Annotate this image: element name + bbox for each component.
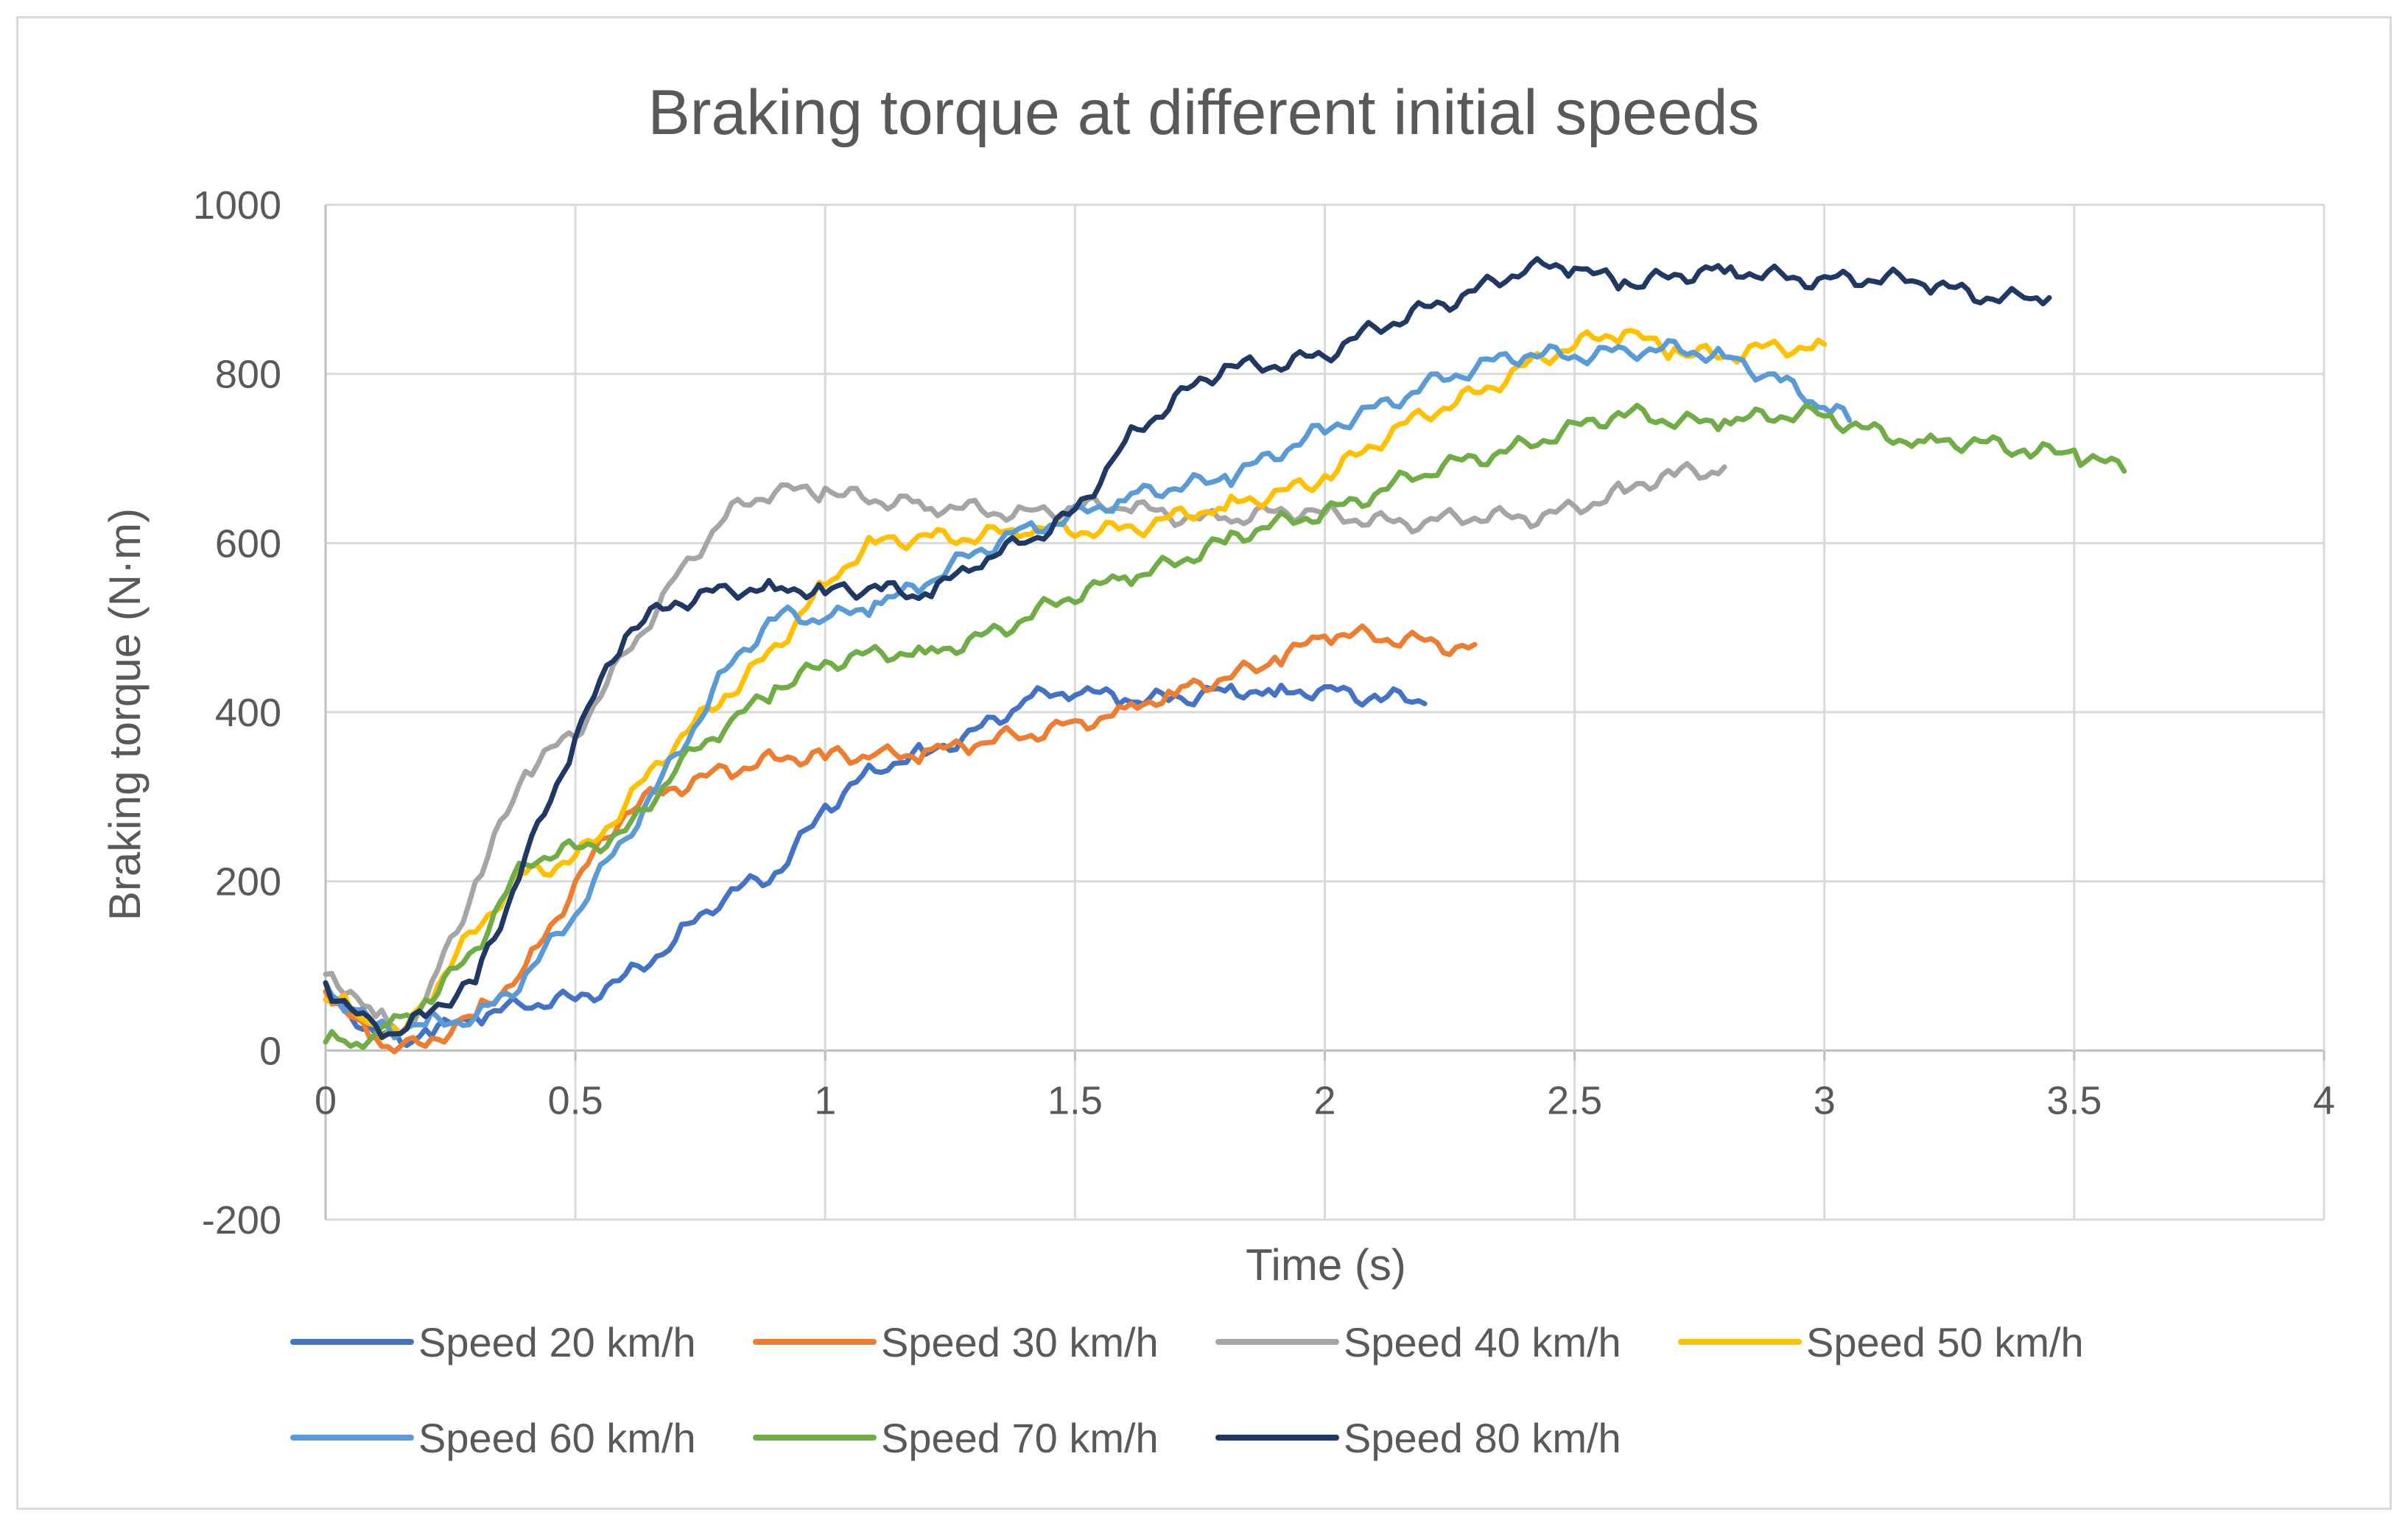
legend-label-2: Speed 30 km/h (881, 1319, 1159, 1365)
series-line-7 (323, 256, 2052, 1040)
series-line-5 (323, 338, 1853, 1041)
tick-layer: -200 0 200 400 600 800 1000 0 0.5 1 1.5 2 2.5 3 3.5 4 (193, 183, 2335, 1242)
series-line-6 (323, 402, 2127, 1050)
y-tick-label: 600 (215, 521, 281, 566)
series-line-4 (323, 328, 1828, 1041)
series-line-2 (323, 623, 1478, 1055)
chart-title: Braking torque at different initial spee… (647, 77, 1759, 148)
chart-frame (16, 16, 2392, 1510)
series-line-1 (323, 683, 1428, 1048)
legend-label-7: Speed 80 km/h (1344, 1415, 1621, 1461)
x-tick-label: 1 (814, 1078, 836, 1122)
y-tick-label: 800 (215, 353, 281, 397)
y-tick-label: -200 (202, 1198, 281, 1242)
y-tick-label: 0 (259, 1029, 281, 1073)
legend: Speed 20 km/h Speed 30 km/h Speed 40 km/h S… (290, 1319, 2084, 1461)
x-tick-label: 0.5 (548, 1078, 603, 1122)
legend-label-6: Speed 70 km/h (881, 1415, 1159, 1461)
x-tick-label: 1.5 (1047, 1078, 1103, 1122)
y-axis-title: Braking torque (N·m) (100, 508, 150, 921)
y-tick-label: 200 (215, 860, 281, 904)
x-tick-label: 2.5 (1547, 1078, 1602, 1122)
legend-label-5: Speed 60 km/h (418, 1415, 696, 1461)
x-tick-label: 4 (2313, 1078, 2335, 1122)
grid-layer (324, 203, 2325, 1221)
series-line-3 (323, 461, 1727, 1036)
x-axis-title: Time (s) (1246, 1240, 1406, 1290)
y-tick-label: 400 (215, 691, 281, 735)
x-tick-label: 2 (1313, 1078, 1335, 1122)
x-tick-label: 3.5 (2046, 1078, 2102, 1122)
y-tick-label: 1000 (193, 183, 281, 228)
x-tick-label: 3 (1814, 1078, 1836, 1122)
x-tick-label: 0 (315, 1078, 337, 1122)
legend-label-3: Speed 40 km/h (1344, 1319, 1621, 1365)
series-layer (323, 256, 2127, 1055)
legend-label-4: Speed 50 km/h (1806, 1319, 2084, 1365)
legend-label-1: Speed 20 km/h (418, 1319, 696, 1365)
